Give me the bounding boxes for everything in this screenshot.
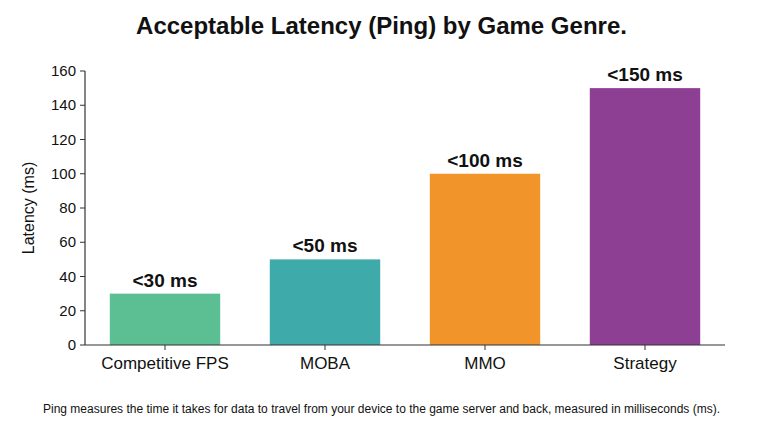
y-tick-label: 160 — [51, 62, 76, 79]
x-tick-label: Competitive FPS — [101, 354, 229, 373]
y-tick — [80, 139, 85, 140]
bar — [110, 294, 220, 345]
y-tick-label: 120 — [51, 131, 76, 148]
x-tick — [645, 345, 646, 350]
y-tick-label: 100 — [51, 165, 76, 182]
y-tick — [80, 71, 85, 72]
y-tick-label: 80 — [59, 199, 76, 216]
y-tick-label: 40 — [59, 268, 76, 285]
bar — [270, 259, 380, 345]
title: Acceptable Latency (Ping) by Game Genre. — [136, 12, 627, 39]
data-label: <150 ms — [607, 64, 683, 85]
bar — [430, 174, 540, 345]
x-tick — [485, 345, 486, 350]
y-tick — [80, 173, 85, 174]
x-tick-label: MOBA — [300, 354, 351, 373]
y-tick-label: 140 — [51, 96, 76, 113]
y-tick-label: 20 — [59, 302, 76, 319]
bars — [110, 88, 700, 345]
chart: Acceptable Latency (Ping) by Game Genre.… — [0, 0, 763, 422]
y-tick — [80, 208, 85, 209]
y-tick — [80, 345, 85, 346]
x-axis-line — [85, 344, 725, 345]
x-tick — [325, 345, 326, 350]
x-tick-label: MMO — [464, 354, 506, 373]
data-label: <50 ms — [293, 235, 358, 256]
y-tick — [80, 310, 85, 311]
bar — [590, 88, 700, 345]
y-tick-label: 0 — [68, 336, 76, 353]
y-tick-label: 60 — [59, 233, 76, 250]
y-axis-title: Latency (ms) — [20, 162, 37, 254]
data-label: <30 ms — [133, 270, 198, 291]
footnote: Ping measures the time it takes for data… — [43, 402, 720, 416]
data-label: <100 ms — [447, 150, 523, 171]
y-tick — [80, 105, 85, 106]
x-tick — [165, 345, 166, 350]
x-tick-label: Strategy — [613, 354, 677, 373]
y-tick — [80, 276, 85, 277]
y-tick — [80, 242, 85, 243]
